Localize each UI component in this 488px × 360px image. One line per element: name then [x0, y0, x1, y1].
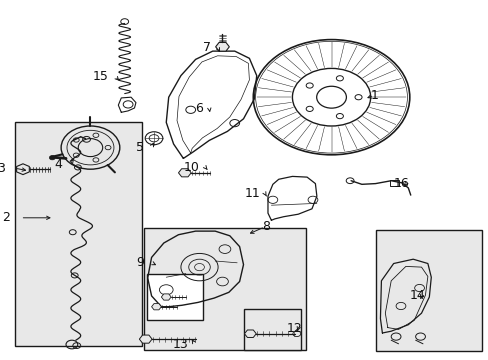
Text: 6: 6 [195, 102, 203, 114]
Bar [15, 122, 142, 346]
Text: 13: 13 [172, 338, 188, 351]
Text: 7: 7 [203, 41, 211, 54]
Circle shape [49, 156, 55, 160]
Bar [146, 274, 203, 320]
Text: 9: 9 [136, 256, 144, 269]
Text: 1: 1 [370, 89, 378, 102]
Bar [375, 230, 481, 351]
Text: 15: 15 [93, 70, 108, 83]
Text: 8: 8 [262, 220, 269, 233]
Text: 14: 14 [409, 289, 425, 302]
Text: 12: 12 [286, 322, 302, 335]
Text: 5: 5 [136, 141, 144, 154]
Text: 4: 4 [55, 158, 62, 171]
Bar [389, 180, 398, 186]
Text: 16: 16 [393, 177, 409, 190]
Bar [244, 309, 300, 350]
Text: 10: 10 [183, 161, 199, 174]
Text: 3: 3 [0, 162, 5, 175]
Text: 11: 11 [244, 187, 260, 200]
Text: 2: 2 [2, 211, 10, 224]
Bar [144, 228, 305, 350]
